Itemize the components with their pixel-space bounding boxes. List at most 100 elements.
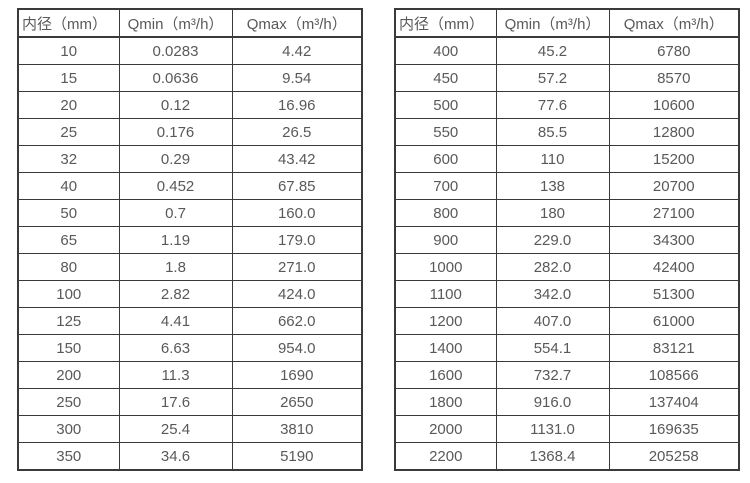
table-cell: 32 [17, 145, 120, 173]
table-cell: 0.0283 [118, 36, 233, 65]
table-cell: 179.0 [231, 226, 363, 254]
table-cell: 25.4 [118, 415, 233, 443]
table-cell: 4.42 [231, 36, 363, 65]
table-cell: 160.0 [231, 199, 363, 227]
table-cell: 0.12 [118, 91, 233, 119]
table-cell: 25 [17, 118, 120, 146]
table-cell: 0.29 [118, 145, 233, 173]
table-row: 1800 916.0 137404 [394, 388, 740, 416]
table-cell: 20 [17, 91, 120, 119]
table-cell: 700 [394, 172, 497, 200]
table-cell: 15200 [608, 145, 740, 173]
table-cell: 350 [17, 442, 120, 471]
table-row: 300 25.4 3810 [17, 415, 363, 443]
table-row: 80 1.8 271.0 [17, 253, 363, 281]
table-cell: 1200 [394, 307, 497, 335]
table-cell: 229.0 [495, 226, 610, 254]
table-cell: 169635 [608, 415, 740, 443]
table-header: 内径（mm） Qmin（m³/h） Qmax（m³/h） [17, 8, 363, 38]
table-cell: 110 [495, 145, 610, 173]
table-cell: 1.8 [118, 253, 233, 281]
table-cell: 137404 [608, 388, 740, 416]
table-cell: 8570 [608, 64, 740, 92]
table-cell: 0.452 [118, 172, 233, 200]
table-cell: 2200 [394, 442, 497, 471]
table-cell: 45.2 [495, 36, 610, 65]
table-cell: 138 [495, 172, 610, 200]
table-cell: 180 [495, 199, 610, 227]
table-cell: 26.5 [231, 118, 363, 146]
table-cell: 250 [17, 388, 120, 416]
table-body: 10 0.0283 4.42 15 0.0636 9.54 20 0.12 16.96 25 0.1… [17, 36, 363, 471]
table-cell: 57.2 [495, 64, 610, 92]
table-cell: 9.54 [231, 64, 363, 92]
table-cell: 0.176 [118, 118, 233, 146]
table-cell: 0.7 [118, 199, 233, 227]
table-cell: 0.0636 [118, 64, 233, 92]
table-row: 100 2.82 424.0 [17, 280, 363, 308]
table-cell: 125 [17, 307, 120, 335]
table-cell: 205258 [608, 442, 740, 471]
table-cell: 1131.0 [495, 415, 610, 443]
table-row: 350 34.6 5190 [17, 442, 363, 471]
table-cell: 1690 [231, 361, 363, 389]
table-row: 32 0.29 43.42 [17, 145, 363, 173]
table-row: 200 11.3 1690 [17, 361, 363, 389]
table-cell: 500 [394, 91, 497, 119]
table-cell: 662.0 [231, 307, 363, 335]
table-cell: 732.7 [495, 361, 610, 389]
table-row: 550 85.5 12800 [394, 118, 740, 146]
table-cell: 916.0 [495, 388, 610, 416]
table-cell: 10 [17, 36, 120, 65]
header-qmin: Qmin（m³/h） [118, 8, 233, 38]
table-row: 1000 282.0 42400 [394, 253, 740, 281]
table-cell: 40 [17, 172, 120, 200]
table-cell: 407.0 [495, 307, 610, 335]
table-cell: 282.0 [495, 253, 610, 281]
table-cell: 17.6 [118, 388, 233, 416]
table-cell: 150 [17, 334, 120, 362]
header-qmax: Qmax（m³/h） [231, 8, 363, 38]
table-cell: 77.6 [495, 91, 610, 119]
table-row: 20 0.12 16.96 [17, 91, 363, 119]
table-row: 1400 554.1 83121 [394, 334, 740, 362]
table-row: 15 0.0636 9.54 [17, 64, 363, 92]
table-row: 800 180 27100 [394, 199, 740, 227]
table-row: 400 45.2 6780 [394, 36, 740, 65]
table-cell: 100 [17, 280, 120, 308]
table-cell: 27100 [608, 199, 740, 227]
table-cell: 61000 [608, 307, 740, 335]
table-row: 600 110 15200 [394, 145, 740, 173]
table-row: 2200 1368.4 205258 [394, 442, 740, 471]
table-cell: 300 [17, 415, 120, 443]
table-row: 2000 1131.0 169635 [394, 415, 740, 443]
table-cell: 80 [17, 253, 120, 281]
table-cell: 10600 [608, 91, 740, 119]
table-cell: 1100 [394, 280, 497, 308]
table-cell: 16.96 [231, 91, 363, 119]
table-cell: 342.0 [495, 280, 610, 308]
table-cell: 4.41 [118, 307, 233, 335]
header-row: 内径（mm） Qmin（m³/h） Qmax（m³/h） [394, 8, 740, 38]
table-cell: 83121 [608, 334, 740, 362]
table-row: 25 0.176 26.5 [17, 118, 363, 146]
table-cell: 51300 [608, 280, 740, 308]
table-cell: 424.0 [231, 280, 363, 308]
table-row: 450 57.2 8570 [394, 64, 740, 92]
table-row: 65 1.19 179.0 [17, 226, 363, 254]
header-diameter: 内径（mm） [17, 8, 120, 38]
table-cell: 67.85 [231, 172, 363, 200]
table-body: 400 45.2 6780 450 57.2 8570 500 77.6 10600 550 85.… [394, 36, 740, 471]
table-cell: 34.6 [118, 442, 233, 471]
table-cell: 1800 [394, 388, 497, 416]
table-cell: 2.82 [118, 280, 233, 308]
table-row: 125 4.41 662.0 [17, 307, 363, 335]
table-row: 1200 407.0 61000 [394, 307, 740, 335]
table-cell: 11.3 [118, 361, 233, 389]
table-cell: 2000 [394, 415, 497, 443]
table-cell: 1400 [394, 334, 497, 362]
table-cell: 400 [394, 36, 497, 65]
table-cell: 954.0 [231, 334, 363, 362]
table-row: 10 0.0283 4.42 [17, 36, 363, 65]
table-cell: 1600 [394, 361, 497, 389]
